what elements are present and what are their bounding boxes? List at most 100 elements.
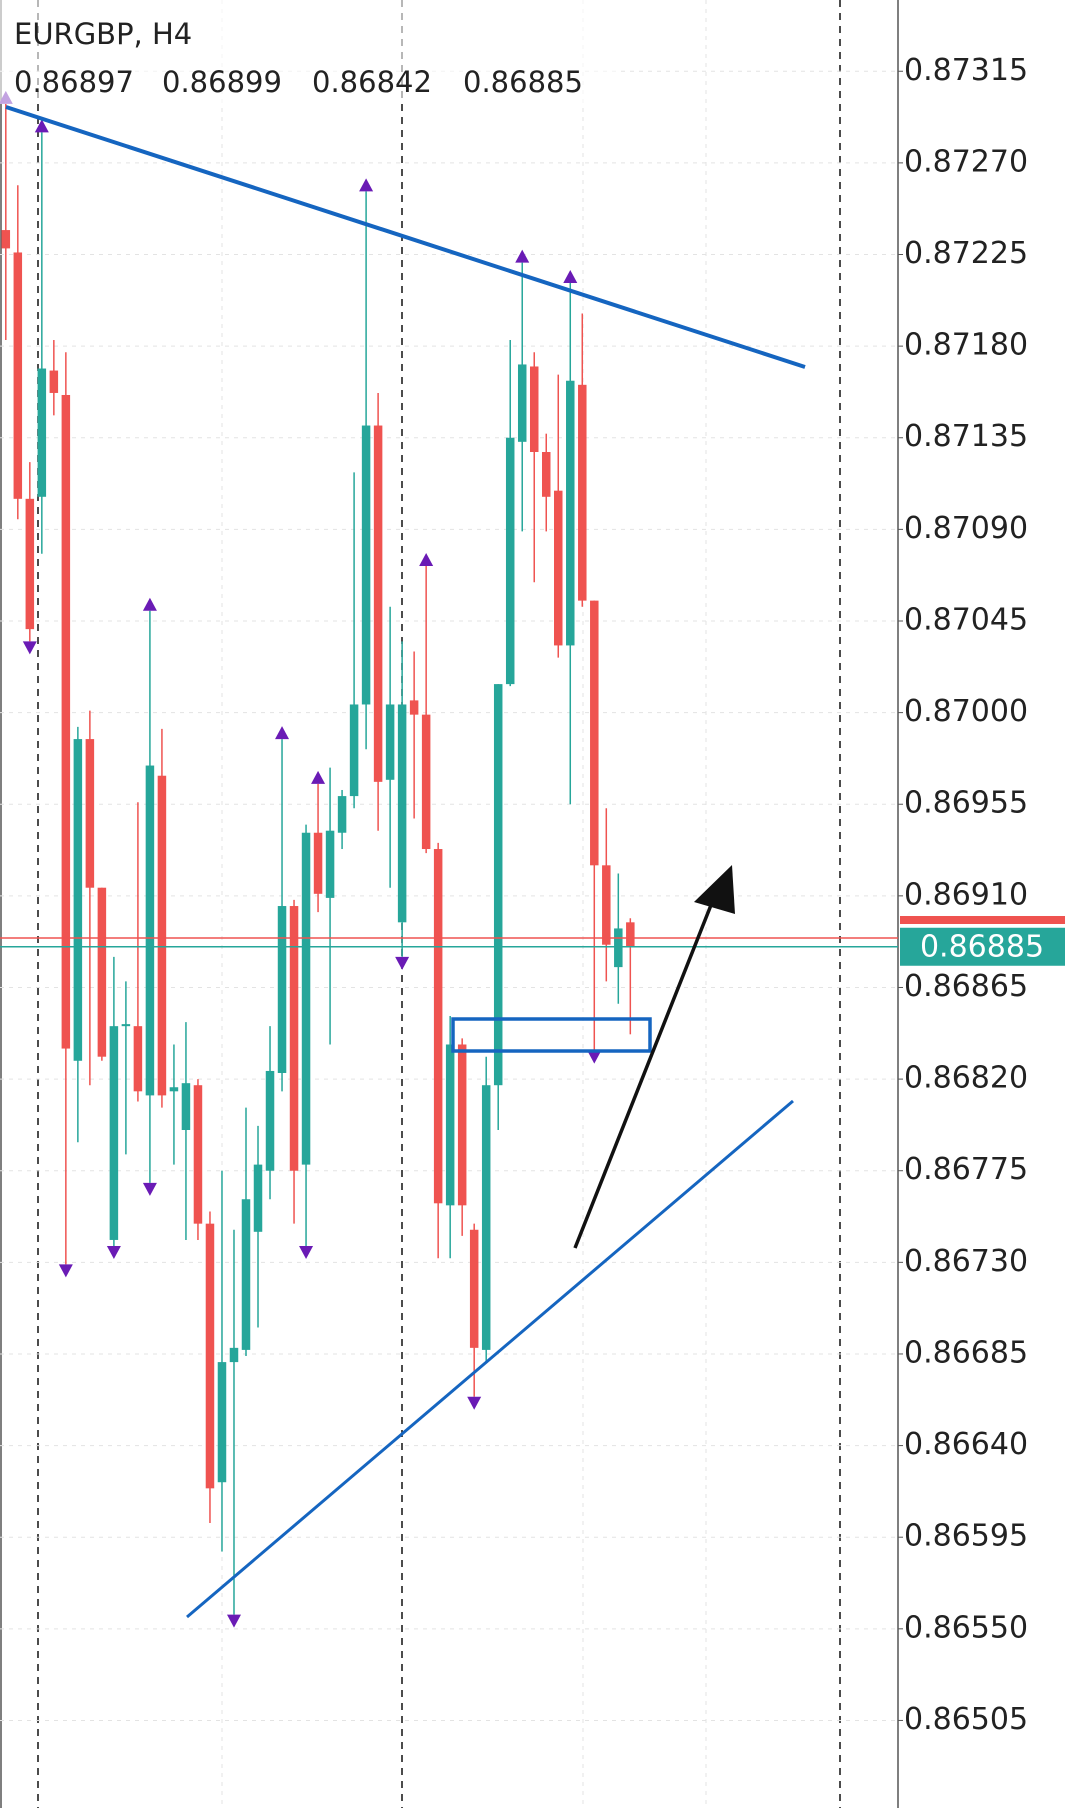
fractal-up [142,597,157,611]
candle-body [578,384,587,601]
candle-body [469,1229,479,1348]
header-open: 0.86897 [14,65,134,99]
candle-body [349,704,359,797]
candle-body [445,1044,455,1206]
candle-body [385,704,395,780]
y-tick-label: 0.87000 [904,694,1028,729]
current-price-box [900,927,1065,966]
header-bg [0,0,620,104]
fractal-up [359,178,374,192]
candle-body [217,1362,227,1483]
y-tick-label: 0.87270 [904,144,1028,179]
arrow-head [694,865,735,914]
candle-body [614,928,623,968]
candle-body [145,765,155,1096]
candle-body [277,906,287,1073]
candle-body [241,1199,251,1350]
y-tick-label: 0.87135 [904,419,1028,454]
chart-title: EURGBP, H4 [14,17,192,51]
candle-body [253,1164,263,1232]
header-low: 0.86842 [312,65,432,99]
candle-body [109,1026,119,1240]
candle-body [85,739,95,888]
candle-body [554,490,563,646]
fractal-up [275,726,290,740]
candle-body [301,832,311,1165]
candle-body [457,1044,467,1206]
candle-body [542,452,551,497]
candle-body [325,830,335,898]
fractal-up [563,270,578,284]
lower-trendline [186,1099,794,1619]
candle-body [205,1223,215,1489]
fractal-down [142,1182,157,1196]
candle-body [265,1070,275,1171]
fractal-up [34,119,49,133]
fractal-up [515,249,530,263]
fractal-down [106,1246,121,1260]
y-tick-label: 0.86550 [904,1610,1028,1645]
candle-body [517,364,527,442]
y-tick-label: 0.86640 [904,1427,1028,1462]
fractal-down [467,1396,482,1410]
candle-body [493,684,503,1086]
y-tick-label: 0.87180 [904,328,1028,363]
fractal-up [311,770,326,784]
candle-body [529,366,539,452]
fractal-down [395,956,410,970]
candle-body [13,252,23,499]
candle-body [1,230,11,249]
y-tick-label: 0.86865 [904,969,1028,1004]
y-tick-label: 0.86595 [904,1519,1028,1554]
candle-body [590,600,599,866]
header-high: 0.86899 [162,65,282,99]
y-tick-label: 0.86775 [904,1152,1028,1187]
y-tick-label: 0.86685 [904,1335,1028,1370]
candle-body [626,922,635,947]
y-tick-label: 0.87225 [904,236,1028,271]
y-tick-label: 0.86730 [904,1244,1028,1279]
fractal-down [22,641,37,655]
candle-body [229,1347,239,1363]
candle-body [61,394,71,1049]
y-tick-label: 0.87090 [904,511,1028,546]
candle-body [133,1026,143,1092]
candle-body [602,865,611,945]
ask-marker [900,916,1065,924]
candle-body [37,368,47,497]
y-tick-label: 0.86505 [904,1702,1028,1737]
candle-body [373,425,383,782]
candle-body [49,370,59,393]
candle-body [337,796,347,833]
fractal-down [587,1050,602,1064]
candle-body [73,739,83,1061]
fractal-up [419,553,434,567]
y-tick-label: 0.86955 [904,786,1028,821]
y-tick-label: 0.86820 [904,1061,1028,1096]
candle-body [181,1083,191,1130]
zone-box [451,1017,652,1053]
candle-body [566,380,575,646]
current-price: 0.86885 [920,929,1044,964]
candle-body [157,775,167,1096]
projection-arrow [573,894,717,1249]
candle-body [289,906,299,1171]
candle-body [169,1087,179,1092]
fractal-down [226,1614,241,1628]
candle-body [25,498,35,630]
candle-body [481,1085,491,1350]
candle-body [361,425,371,705]
header-close: 0.86885 [463,65,583,99]
candle-body [313,832,323,894]
y-tick-label: 0.87315 [904,53,1028,88]
candle-body [421,714,431,850]
y-tick-label: 0.87045 [904,602,1028,637]
y-tick-label: 0.86910 [904,877,1028,912]
candle-body [97,887,107,1057]
upper-trendline [5,105,806,369]
candle-body [121,1024,131,1027]
candle-body [397,704,407,923]
fractal-down [299,1246,314,1260]
